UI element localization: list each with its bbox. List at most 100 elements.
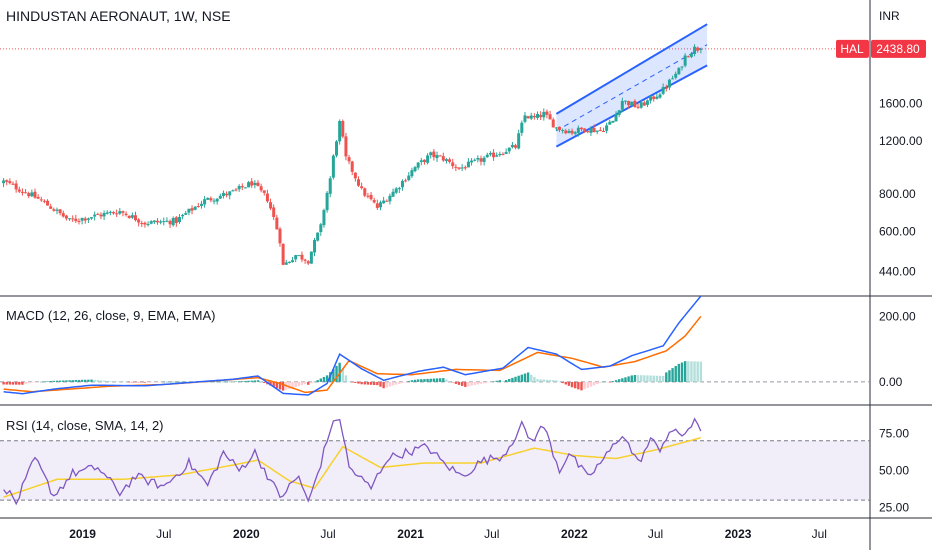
candle-body — [212, 200, 216, 202]
candle-body — [325, 192, 329, 211]
macd-hist-bar — [272, 381, 275, 387]
candle-body — [209, 198, 213, 201]
candle-body — [683, 55, 687, 66]
macd-hist-bar — [137, 381, 140, 383]
candle-body — [667, 79, 671, 88]
macd-hist-bar — [307, 381, 310, 385]
rsi-tick-label: 50.00 — [879, 463, 909, 477]
candle-body — [341, 121, 345, 137]
macd-label: MACD (12, 26, close, 9, EMA, EMA) — [6, 308, 216, 323]
macd-hist-bar — [658, 375, 662, 382]
candle-body — [303, 259, 307, 261]
candle-body — [542, 111, 546, 118]
macd-hist-bar — [416, 379, 420, 382]
candle-body — [42, 200, 46, 202]
macd-hist-bar — [109, 381, 112, 382]
macd-hist-bar — [325, 375, 329, 382]
candle-body — [181, 214, 185, 217]
candle-body — [558, 126, 562, 131]
candle-body — [284, 262, 288, 265]
macd-hist-bar — [523, 373, 527, 382]
candle-body — [86, 218, 90, 220]
candle-body — [231, 190, 235, 192]
candle-body — [579, 127, 583, 130]
macd-hist-bar — [43, 381, 46, 383]
candle-body — [554, 127, 558, 129]
macd-hist-bar — [498, 380, 502, 382]
time-tick-label: 2019 — [69, 527, 96, 541]
candle-body — [287, 261, 291, 263]
candle-body — [152, 220, 156, 223]
candle-body — [413, 167, 417, 172]
macd-hist-bar — [303, 381, 307, 385]
macd-hist-bar — [520, 374, 524, 382]
candle-body — [39, 199, 43, 201]
macd-hist-bar — [548, 379, 552, 382]
candle-body — [693, 46, 697, 54]
candle-body — [608, 121, 612, 125]
candle-body — [492, 152, 496, 158]
candle-body — [206, 197, 210, 200]
macd-hist-bar — [93, 379, 96, 382]
macd-hist-bar — [156, 381, 159, 383]
macd-hist-bar — [630, 375, 633, 382]
channel-upper-line — [555, 23, 708, 115]
candle-body — [177, 217, 181, 223]
candle-body — [225, 193, 229, 196]
macd-hist-bar — [363, 381, 366, 385]
candle-body — [294, 255, 298, 260]
macd-hist-bar — [341, 369, 344, 382]
macd-hist-bar — [671, 368, 674, 382]
macd-hist-bar — [608, 381, 611, 383]
macd-hist-bar — [77, 379, 81, 382]
macd-hist-bar — [646, 375, 649, 382]
macd-hist-bar — [215, 381, 219, 383]
macd-hist-bar — [567, 381, 571, 386]
symbol-badge — [836, 39, 869, 58]
macd-hist-bar — [504, 380, 508, 382]
macd-hist-bar — [281, 381, 285, 391]
macd-hist-bar — [234, 381, 238, 382]
macd-hist-bar — [291, 381, 294, 388]
candle-body — [627, 101, 631, 106]
macd-hist-bar — [332, 369, 335, 382]
candle-body — [504, 152, 508, 154]
rsi-label: RSI (14, close, SMA, 14, 2) — [6, 418, 164, 433]
candle-body — [356, 179, 360, 186]
macd-hist-bar — [693, 361, 696, 382]
macd-hist-bar — [464, 381, 467, 387]
macd-hist-bar — [80, 379, 84, 382]
macd-hist-bar — [542, 379, 546, 382]
macd-hist-bar — [68, 380, 71, 382]
candle-body — [61, 213, 65, 217]
macd-hist-bar — [404, 381, 407, 383]
macd-hist-bar — [391, 381, 395, 386]
macd-hist-bar — [429, 378, 432, 382]
macd-hist-bar — [150, 381, 153, 383]
candle-body — [438, 155, 442, 157]
candle-body — [432, 151, 436, 158]
price-tick-label: 600.00 — [879, 224, 916, 238]
candle-body — [328, 178, 332, 194]
candle-body — [118, 211, 122, 214]
macd-hist-bar — [2, 381, 5, 385]
macd-hist-bar — [58, 380, 62, 382]
macd-hist-bar — [473, 381, 476, 386]
macd-hist-bar — [357, 381, 360, 384]
macd-hist-bar — [297, 381, 301, 387]
macd-hist-bar — [373, 381, 376, 385]
macd-tick-label: 200.00 — [879, 309, 916, 323]
candle-body — [313, 240, 317, 253]
macd-hist-bar — [413, 379, 417, 382]
macd-hist-bar — [335, 365, 338, 382]
candle-body — [479, 158, 483, 162]
candle-body — [369, 194, 373, 200]
candle-body — [237, 186, 241, 190]
candle-body — [250, 181, 254, 186]
candle-body — [112, 212, 116, 214]
macd-hist-bar — [118, 381, 121, 383]
candle-body — [300, 254, 304, 260]
candle-body — [234, 189, 238, 191]
candle-body — [539, 114, 543, 118]
